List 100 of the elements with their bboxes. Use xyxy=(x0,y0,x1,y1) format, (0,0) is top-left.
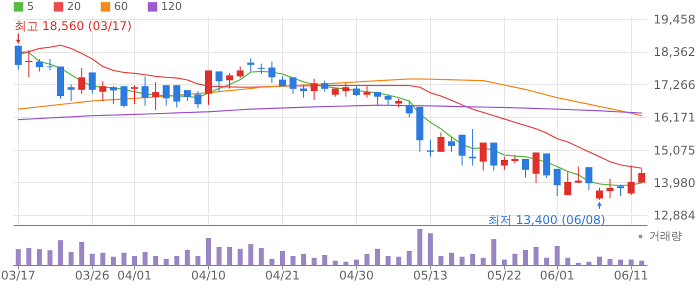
candlestick xyxy=(142,76,149,106)
candlestick xyxy=(437,132,444,152)
bar xyxy=(58,240,64,265)
candlestick xyxy=(258,63,265,75)
bar xyxy=(100,252,106,265)
bar xyxy=(406,250,412,265)
bar xyxy=(90,254,95,265)
bar xyxy=(417,229,422,265)
candlestick xyxy=(490,142,498,171)
bar xyxy=(312,258,317,265)
y-tick-label: 18,362 xyxy=(654,45,696,60)
bar xyxy=(502,260,507,265)
y-tick-label: 19,458 xyxy=(654,12,696,26)
bar xyxy=(343,262,348,265)
x-tick-label: 03/17 xyxy=(0,268,36,282)
bar xyxy=(586,262,592,265)
bar xyxy=(322,254,328,265)
candlestick xyxy=(574,166,582,184)
y-tick-label: 15,075 xyxy=(654,143,696,158)
candlestick xyxy=(99,80,106,102)
x-tick-label: 04/21 xyxy=(265,268,300,282)
bar xyxy=(596,256,602,265)
bar xyxy=(68,252,74,265)
bar xyxy=(174,256,180,265)
candlestick xyxy=(554,168,561,197)
candlestick xyxy=(268,61,276,84)
y-tick-label: 17,266 xyxy=(654,78,696,92)
annotation: 최고 18,560 (03/17) xyxy=(14,18,132,33)
candlestick xyxy=(14,45,22,70)
x-tick-label: 05/22 xyxy=(487,268,522,282)
candlestick xyxy=(480,142,487,171)
bar xyxy=(618,260,624,265)
legend-label: 20 xyxy=(67,0,81,13)
legend-label: 거래량 xyxy=(649,230,682,242)
bar xyxy=(195,256,200,265)
candlestick xyxy=(78,68,86,94)
bar xyxy=(565,258,570,265)
bar xyxy=(248,244,254,265)
bar xyxy=(269,258,274,265)
candlestick xyxy=(458,134,466,166)
candlestick xyxy=(522,158,529,178)
y-tick-label: 12,884 xyxy=(654,208,696,223)
y-tick-label: 13,980 xyxy=(654,176,696,190)
bar xyxy=(364,254,370,265)
candlestick xyxy=(120,86,128,108)
bar xyxy=(332,260,338,265)
candlestick xyxy=(628,165,635,196)
bar xyxy=(26,248,32,265)
annotation: 최저 13,400 (06/08) xyxy=(488,212,606,227)
candlestick xyxy=(216,70,223,92)
candlestick xyxy=(363,86,370,98)
candlestick xyxy=(131,84,138,105)
bar xyxy=(301,254,306,265)
bar xyxy=(36,249,42,265)
candlestick xyxy=(290,76,297,94)
bar xyxy=(438,256,444,265)
bar xyxy=(470,254,476,265)
bar xyxy=(460,256,465,265)
candlestick xyxy=(68,84,75,102)
candlestick xyxy=(173,84,180,108)
bar xyxy=(544,258,550,265)
candlestick xyxy=(184,90,191,102)
candlestick xyxy=(448,136,456,152)
bar xyxy=(16,249,21,265)
bar xyxy=(396,256,402,265)
bar xyxy=(184,250,190,265)
candlestick xyxy=(406,100,413,118)
line-series xyxy=(18,104,642,120)
bar xyxy=(386,256,391,265)
bar xyxy=(534,247,539,265)
bar xyxy=(449,252,454,265)
bar xyxy=(47,250,52,265)
bar xyxy=(491,239,496,265)
candlestick xyxy=(426,139,434,158)
candlestick xyxy=(564,172,572,196)
bar xyxy=(216,247,222,265)
candlestick xyxy=(194,90,202,109)
candlestick xyxy=(543,152,550,179)
candlestick xyxy=(374,92,382,106)
bar xyxy=(79,242,84,265)
candlestick xyxy=(110,86,117,105)
bar xyxy=(227,247,232,265)
bar xyxy=(110,256,116,265)
candlestick xyxy=(638,168,646,184)
x-tick-label: 06/11 xyxy=(614,268,648,282)
candlestick xyxy=(236,66,244,78)
legend-label: 120 xyxy=(161,0,182,13)
bar xyxy=(238,248,243,265)
bar xyxy=(628,260,634,265)
candlestick xyxy=(300,84,308,98)
candlestick xyxy=(36,58,43,72)
bar xyxy=(280,250,285,265)
candlestick xyxy=(152,82,160,111)
bar xyxy=(522,250,528,265)
legend-label: 5 xyxy=(27,0,34,13)
candlestick xyxy=(469,128,476,166)
candlestick xyxy=(617,184,624,197)
bar xyxy=(428,233,433,265)
candlestick xyxy=(585,166,592,191)
bar xyxy=(608,258,613,265)
